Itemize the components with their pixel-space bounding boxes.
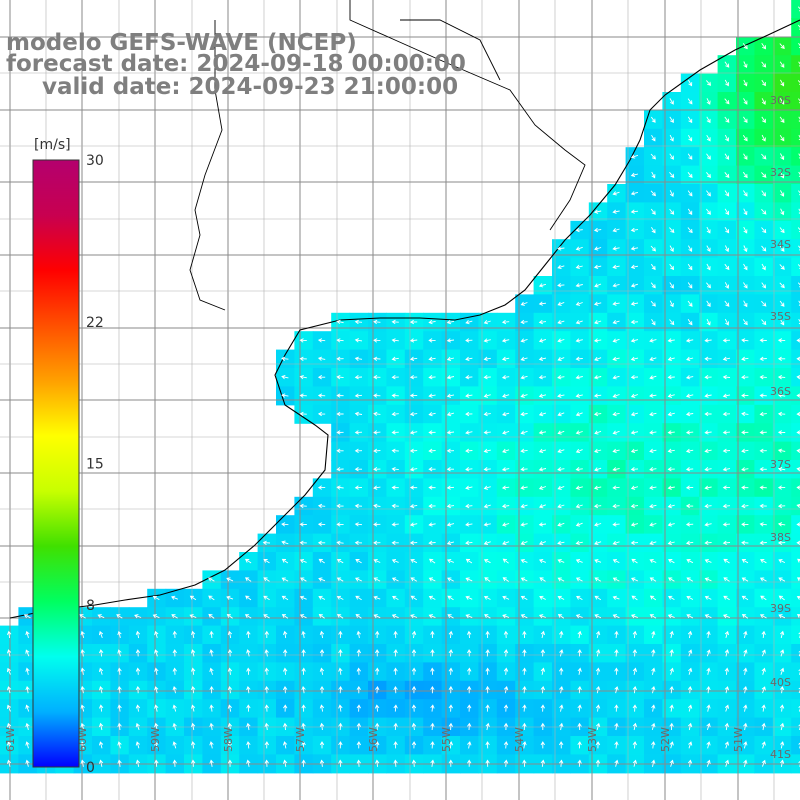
longitude-label: 59W xyxy=(149,727,162,752)
colorbar-tick-label: 15 xyxy=(86,457,104,473)
latitude-label: 34S xyxy=(770,238,791,251)
latitude-label: 38S xyxy=(770,531,791,544)
latitude-label: 30S xyxy=(770,94,791,107)
longitude-label: 57W xyxy=(294,727,307,752)
colorbar-unit: [m/s] xyxy=(34,137,71,153)
longitude-label: 52W xyxy=(659,727,672,752)
colorbar-scale xyxy=(32,159,80,768)
forecast-date: forecast date: 2024-09-18 00:00:00 xyxy=(6,51,466,77)
longitude-label: 53W xyxy=(586,727,599,752)
colorbar-tick-label: 30 xyxy=(86,153,104,169)
latitude-label: 40S xyxy=(770,676,791,689)
longitude-label: 54W xyxy=(513,727,526,752)
longitude-labels: 61W 60W 59W 58W 57W 56W 55W 54W 53W 52W 51W xyxy=(4,727,745,752)
latitude-label: 36S xyxy=(770,385,791,398)
latitude-label: 32S xyxy=(770,166,791,179)
longitude-label: 56W xyxy=(367,727,380,752)
latitude-label: 41S xyxy=(770,748,791,761)
latitude-labels: 30S 32S 34S 35S 36S 37S 38S 39S 40S 41S xyxy=(770,94,791,761)
valid-date: valid date: 2024-09-23 21:00:00 xyxy=(42,74,459,100)
longitude-label: 61W xyxy=(4,727,17,752)
wind-speed-field xyxy=(0,0,800,774)
latitude-label: 37S xyxy=(770,458,791,471)
model-title: modelo GEFS-WAVE (NCEP) xyxy=(6,30,357,56)
colorbar-tick-label: 0 xyxy=(86,760,95,776)
longitude-label: 51W xyxy=(732,727,745,752)
longitude-label: 58W xyxy=(222,727,235,752)
latitude-label: 35S xyxy=(770,310,791,323)
longitude-label: 55W xyxy=(440,727,453,752)
colorbar-tick-label: 8 xyxy=(86,598,95,614)
latitude-label: 39S xyxy=(770,602,791,615)
colorbar-tick-label: 22 xyxy=(86,315,104,331)
